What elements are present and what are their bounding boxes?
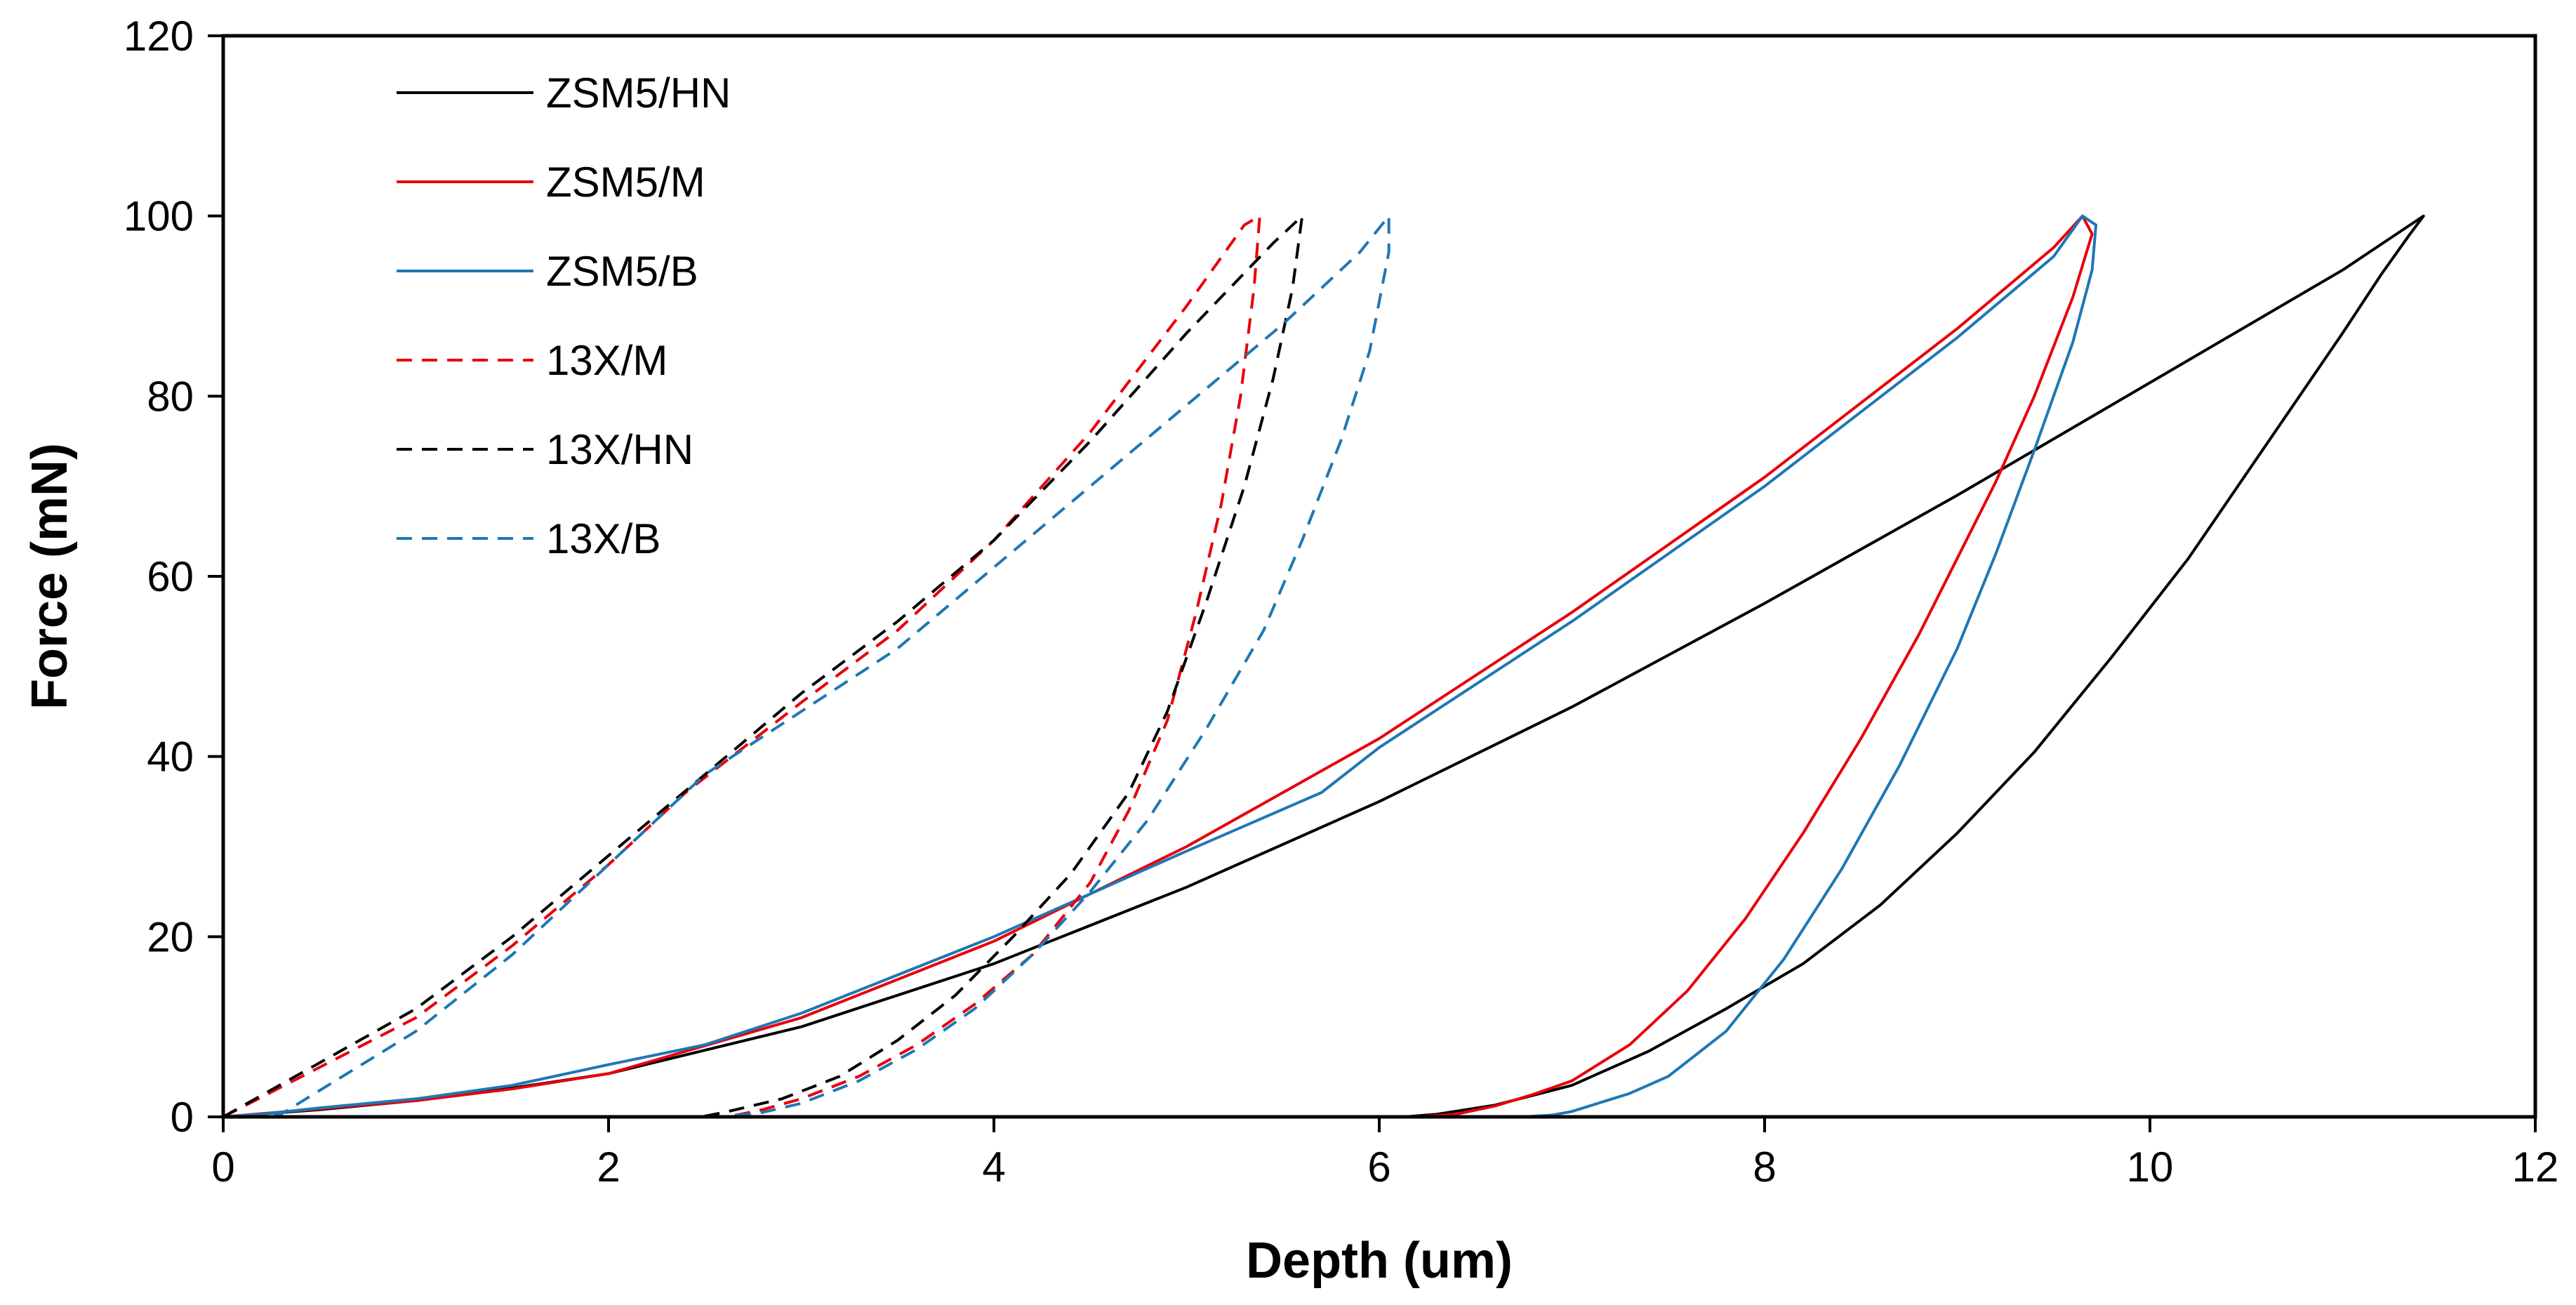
y-tick-label: 40	[147, 734, 194, 781]
legend-label: 13X/HN	[546, 426, 693, 473]
legend-label: ZSM5/M	[546, 159, 705, 206]
y-axis-title: Force (mN)	[22, 443, 78, 710]
legend-label: ZSM5/HN	[546, 69, 731, 117]
legend-label: ZSM5/B	[546, 248, 698, 295]
x-axis-ticks: 0 2 4 6 8 10 12	[211, 1117, 2558, 1191]
x-axis-title: Depth (um)	[1246, 1233, 1513, 1289]
series-line-zsm5-hn	[222, 214, 2425, 1118]
series-line-13x-m	[223, 214, 1261, 1118]
y-tick-label: 20	[147, 913, 194, 960]
x-tick-label: 0	[211, 1144, 234, 1191]
x-tick-label: 2	[597, 1144, 620, 1191]
legend-label: 13X/B	[546, 515, 660, 562]
x-tick-label: 6	[1367, 1144, 1390, 1191]
x-tick-label: 4	[982, 1144, 1005, 1191]
legend-label: 13X/M	[546, 337, 668, 384]
y-axis-ticks: 0 20 40 60 80 100 120	[124, 13, 223, 1141]
series-line-13x-b	[223, 214, 1390, 1118]
x-tick-label: 8	[1753, 1144, 1776, 1191]
x-tick-label: 12	[2512, 1144, 2559, 1191]
y-tick-label: 80	[147, 373, 194, 420]
series-layer	[222, 214, 2425, 1118]
y-tick-label: 120	[124, 13, 194, 60]
y-tick-label: 0	[171, 1094, 194, 1141]
y-tick-label: 60	[147, 553, 194, 600]
series-line-zsm5-m	[222, 214, 2094, 1118]
y-tick-label: 100	[124, 193, 194, 240]
plot-frame	[221, 34, 2537, 1119]
legend: ZSM5/HN ZSM5/M ZSM5/B 13X/M 13X/HN 13X/B	[397, 69, 731, 562]
series-line-13x-hn	[223, 214, 1304, 1118]
x-tick-label: 10	[2127, 1144, 2174, 1191]
series-line-zsm5-b	[222, 214, 2098, 1118]
